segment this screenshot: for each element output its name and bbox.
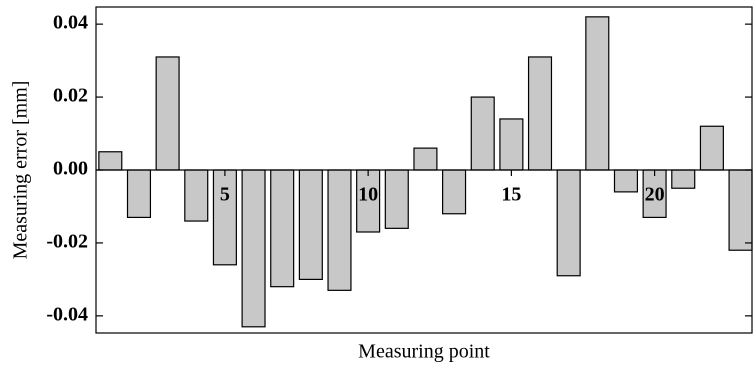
bar: [98, 151, 123, 171]
bar: [527, 56, 553, 171]
bar: [613, 169, 639, 193]
y-tick-label: 0.04: [53, 12, 88, 34]
bar: [728, 169, 753, 251]
y-axis-label: Measuring error [mm]: [10, 81, 32, 260]
plot-frame: [95, 6, 753, 334]
y-tick-label: -0.02: [46, 231, 88, 253]
bar: [442, 169, 467, 215]
y-tick-label: 0.02: [53, 85, 88, 107]
bar: [270, 169, 295, 288]
bar: [298, 169, 323, 280]
bar: [671, 169, 696, 189]
x-tick-label: 20: [645, 184, 665, 206]
bar: [413, 147, 438, 171]
x-axis-label: Measuring point: [358, 341, 490, 363]
x-tick-label: 15: [501, 184, 521, 206]
bar: [327, 169, 352, 291]
x-tick-label: 5: [220, 184, 230, 206]
y-tick-label: -0.04: [46, 303, 88, 325]
bar: [470, 96, 495, 171]
bar: [556, 169, 581, 277]
y-tick-label: 0.00: [53, 158, 88, 180]
bar: [184, 169, 209, 222]
bar: [241, 169, 266, 328]
x-tick-label: 10: [358, 184, 378, 206]
bar: [126, 169, 152, 219]
bar: [155, 56, 180, 171]
bar: [699, 125, 724, 171]
bar: [384, 169, 409, 229]
bar: [585, 16, 610, 171]
bar: [499, 118, 524, 171]
